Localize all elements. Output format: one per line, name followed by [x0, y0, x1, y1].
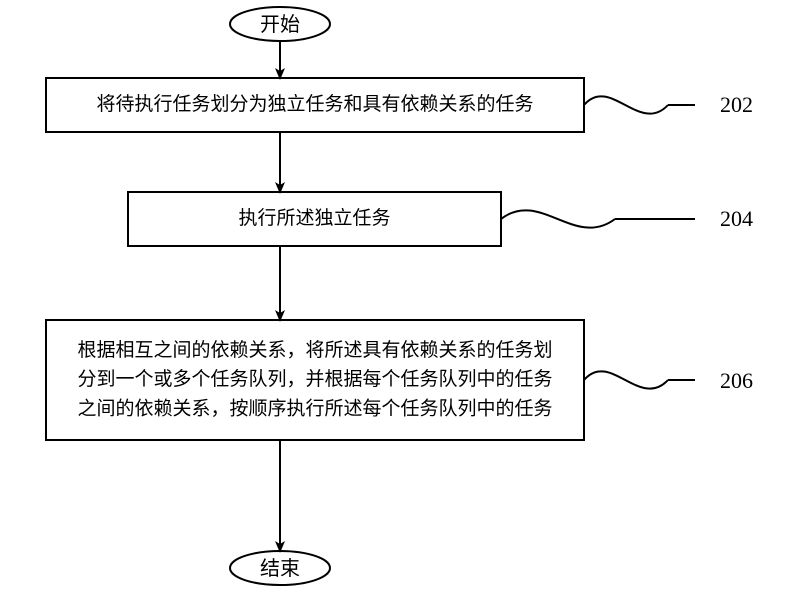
- step-204-line-0: 执行所述独立任务: [238, 207, 390, 229]
- start-label: 开始: [260, 13, 300, 36]
- step-206-line-0: 根据相互之间的依赖关系，将所述具有依赖关系的任务划: [77, 339, 552, 361]
- end-label: 结束: [260, 557, 300, 580]
- step-206-line-2: 之间的依赖关系，按顺序执行所述每个任务队列中的任务: [77, 398, 552, 420]
- step-label-202: 202: [720, 92, 753, 117]
- flowchart-canvas: 开始结束 将待执行任务划分为独立任务和具有依赖关系的任务 202 执行所述独立任务 20…: [0, 0, 800, 591]
- step-label-204: 204: [720, 206, 753, 231]
- step-206-line-1: 分到一个或多个任务队列，并根据每个任务队列中的任务: [77, 368, 552, 390]
- step-label-206: 206: [720, 368, 753, 393]
- step-202-line-0: 将待执行任务划分为独立任务和具有依赖关系的任务: [96, 93, 533, 115]
